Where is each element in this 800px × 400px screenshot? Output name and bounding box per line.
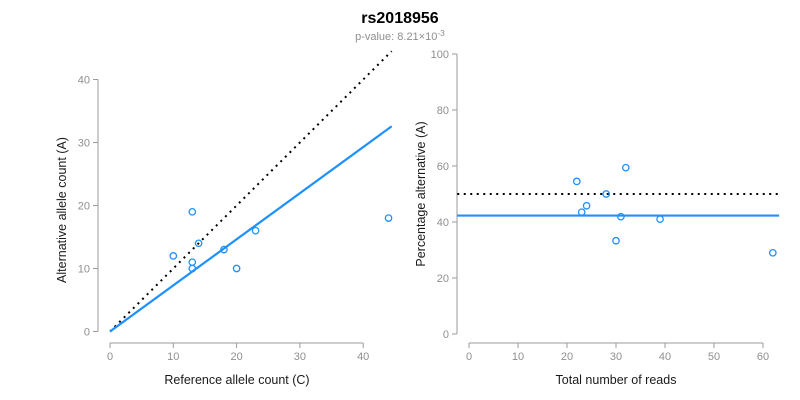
data-point — [251, 226, 260, 235]
y-tick-label: 0 — [443, 329, 449, 341]
right-plot-area: 0 10 20 30 40 50 60 0 20 40 60 80 100 — [431, 49, 780, 363]
y-tick-label: 40 — [437, 217, 449, 229]
x-tick-label: 40 — [659, 351, 671, 363]
x-tick-label: 20 — [561, 351, 573, 363]
left-plot-xlabel: Reference allele count (C) — [164, 373, 309, 387]
data-point — [617, 212, 625, 221]
data-point — [220, 245, 228, 254]
x-tick-label: 30 — [610, 351, 622, 363]
data-point — [582, 201, 591, 210]
x-tick-label: 10 — [167, 351, 179, 363]
x-tick-label: 30 — [294, 351, 306, 363]
data-point — [602, 190, 611, 198]
left-plot-ylabel: Alternative allele count (A) — [55, 137, 69, 283]
data-point — [656, 215, 664, 224]
x-tick-label: 20 — [230, 351, 242, 363]
identity-line — [109, 50, 393, 333]
data-point — [194, 239, 203, 248]
data-point — [188, 207, 197, 216]
right-plot-ylabel: Percentage alternative (A) — [414, 121, 428, 266]
data-point — [232, 264, 241, 273]
data-point — [768, 248, 777, 257]
page-title: rs2018956 — [361, 10, 439, 27]
y-tick-label: 30 — [78, 137, 90, 149]
data-point — [188, 264, 197, 273]
right-plot: 0 10 20 30 40 50 60 0 20 40 60 80 100 Total number o… — [414, 49, 780, 387]
data-point — [577, 208, 586, 217]
x-tick-label: 50 — [708, 351, 720, 363]
data-point — [612, 236, 620, 245]
p-value-text: p-value: 8.21×10 — [355, 31, 437, 43]
p-value-exponent: -3 — [437, 28, 445, 38]
y-tick-label: 10 — [78, 263, 90, 275]
x-tick-label: 0 — [466, 351, 472, 363]
y-tick-label: 80 — [437, 105, 449, 117]
y-tick-label: 60 — [437, 161, 449, 173]
data-point — [384, 214, 393, 222]
y-tick-label: 20 — [437, 273, 449, 285]
data-point — [621, 163, 630, 172]
x-tick-label: 10 — [512, 351, 524, 363]
y-tick-label: 40 — [78, 74, 90, 86]
data-point — [169, 252, 178, 260]
p-value-label: p-value: 8.21×10-3 — [355, 28, 445, 43]
x-tick-label: 60 — [757, 351, 769, 363]
y-tick-label: 100 — [431, 49, 449, 61]
data-point — [572, 177, 581, 186]
data-point — [188, 258, 197, 267]
x-tick-label: 0 — [107, 351, 113, 363]
y-tick-label: 20 — [78, 200, 90, 212]
right-plot-xlabel: Total number of reads — [556, 373, 677, 387]
left-plot: 0 10 20 30 40 0 10 20 30 40 Reference allele coun… — [55, 50, 393, 387]
fit-line — [109, 125, 393, 333]
x-tick-label: 40 — [357, 351, 369, 363]
left-plot-area: 0 10 20 30 40 0 10 20 30 40 — [78, 50, 393, 363]
y-tick-label: 0 — [84, 326, 90, 338]
